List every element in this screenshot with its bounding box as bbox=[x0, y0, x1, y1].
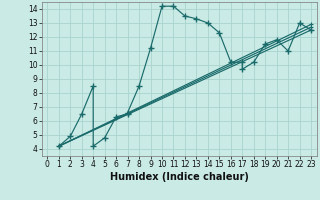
X-axis label: Humidex (Indice chaleur): Humidex (Indice chaleur) bbox=[110, 172, 249, 182]
